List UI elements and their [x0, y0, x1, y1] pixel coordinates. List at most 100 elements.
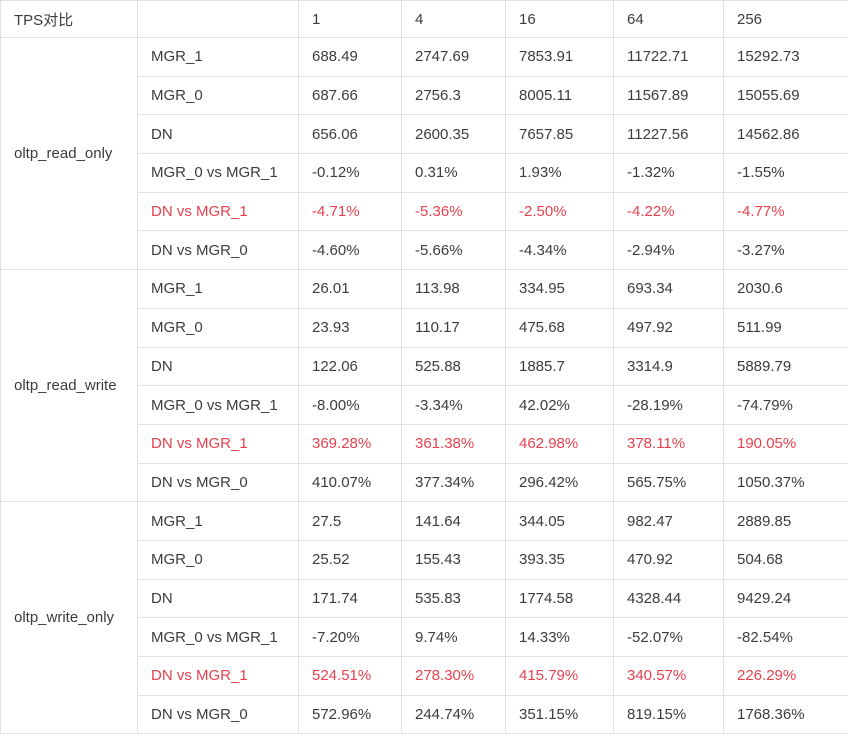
value-cell: 393.35	[505, 539, 614, 580]
value-cell: 565.75%	[613, 462, 724, 503]
row-label: DN	[137, 346, 299, 387]
value-cell: 982.47	[613, 501, 724, 541]
row-label: DN vs MGR_1	[137, 191, 299, 232]
value-cell: -2.50%	[505, 191, 614, 232]
section-oltp-read-write: oltp_read_write MGR_1 26.01 113.98 334.9…	[0, 269, 848, 503]
value-cell: 7657.85	[505, 114, 614, 155]
tps-comparison-table: TPS对比 1 4 16 64 256 oltp_read_only MGR_1…	[0, 0, 848, 735]
value-cell: 25.52	[298, 539, 402, 580]
value-cell: -1.55%	[723, 153, 848, 193]
value-cell: 2889.85	[723, 501, 848, 541]
value-cell: 296.42%	[505, 462, 614, 503]
value-cell: 415.79%	[505, 656, 614, 696]
value-cell: -1.32%	[613, 153, 724, 193]
value-cell: 7853.91	[505, 37, 614, 77]
col-header-threads-256: 256	[723, 0, 848, 38]
table-row: MGR_0 687.66 2756.3 8005.11 11567.89 150…	[1, 75, 848, 116]
value-cell: -4.22%	[613, 191, 724, 232]
row-label: DN vs MGR_0	[137, 694, 299, 735]
value-cell: 11567.89	[613, 75, 724, 116]
value-cell: 334.95	[505, 269, 614, 309]
row-label: DN vs MGR_0	[137, 230, 299, 271]
row-label: MGR_0	[137, 307, 299, 348]
value-cell: 113.98	[401, 269, 506, 309]
table-row: MGR_0 25.52 155.43 393.35 470.92 504.68	[1, 539, 848, 580]
col-header-threads-64: 64	[613, 0, 724, 38]
col-header-threads-16: 16	[505, 0, 614, 38]
value-cell: 1885.7	[505, 346, 614, 387]
table-row: DN vs MGR_0 -4.60% -5.66% -4.34% -2.94% …	[1, 230, 848, 271]
value-cell: 475.68	[505, 307, 614, 348]
row-label: MGR_0 vs MGR_1	[137, 153, 299, 193]
row-label: MGR_0 vs MGR_1	[137, 385, 299, 425]
row-label: MGR_0	[137, 539, 299, 580]
value-cell: -4.60%	[298, 230, 402, 271]
table-row-highlight-red: DN vs MGR_1 -4.71% -5.36% -2.50% -4.22% …	[1, 191, 848, 232]
section-label: oltp_read_only	[0, 36, 138, 271]
value-cell: 1050.37%	[723, 462, 848, 503]
value-cell: 377.34%	[401, 462, 506, 503]
value-cell: 9429.24	[723, 578, 848, 619]
value-cell: 26.01	[298, 269, 402, 309]
value-cell: 3314.9	[613, 346, 724, 387]
value-cell: 0.31%	[401, 153, 506, 193]
section-label: oltp_write_only	[0, 501, 138, 735]
value-cell: -4.77%	[723, 191, 848, 232]
value-cell: 369.28%	[298, 423, 402, 464]
value-cell: 171.74	[298, 578, 402, 619]
value-cell: 11227.56	[613, 114, 724, 155]
value-cell: 410.07%	[298, 462, 402, 503]
section-label: oltp_read_write	[0, 269, 138, 503]
value-cell: 511.99	[723, 307, 848, 348]
row-label: DN vs MGR_1	[137, 423, 299, 464]
value-cell: 462.98%	[505, 423, 614, 464]
value-cell: -52.07%	[613, 617, 724, 657]
value-cell: -5.66%	[401, 230, 506, 271]
row-label: MGR_1	[137, 37, 299, 77]
value-cell: 524.51%	[298, 656, 402, 696]
value-cell: 2030.6	[723, 269, 848, 309]
value-cell: 42.02%	[505, 385, 614, 425]
value-cell: 155.43	[401, 539, 506, 580]
value-cell: 497.92	[613, 307, 724, 348]
value-cell: 693.34	[613, 269, 724, 309]
value-cell: 2756.3	[401, 75, 506, 116]
value-cell: 8005.11	[505, 75, 614, 116]
col-header-threads-4: 4	[401, 0, 506, 38]
value-cell: 110.17	[401, 307, 506, 348]
value-cell: 1.93%	[505, 153, 614, 193]
value-cell: 470.92	[613, 539, 724, 580]
value-cell: -82.54%	[723, 617, 848, 657]
value-cell: 190.05%	[723, 423, 848, 464]
value-cell: 14.33%	[505, 617, 614, 657]
table-row: oltp_write_only MGR_1 27.5 141.64 344.05…	[0, 501, 848, 735]
table-row: MGR_0 23.93 110.17 475.68 497.92 511.99	[1, 307, 848, 348]
value-cell: -0.12%	[298, 153, 402, 193]
value-cell: 1774.58	[505, 578, 614, 619]
value-cell: -7.20%	[298, 617, 402, 657]
value-cell: 11722.71	[613, 37, 724, 77]
header-row: TPS对比 1 4 16 64 256	[0, 0, 848, 38]
value-cell: 141.64	[401, 501, 506, 541]
row-label: MGR_1	[137, 269, 299, 309]
value-cell: 15055.69	[723, 75, 848, 116]
value-cell: 27.5	[298, 501, 402, 541]
value-cell: 278.30%	[401, 656, 506, 696]
value-cell: -3.34%	[401, 385, 506, 425]
table-row-highlight-red: DN vs MGR_1 524.51% 278.30% 415.79% 340.…	[1, 656, 848, 696]
table-row: DN 171.74 535.83 1774.58 4328.44 9429.24	[1, 578, 848, 619]
value-cell: -74.79%	[723, 385, 848, 425]
table-row-highlight-red: DN vs MGR_1 369.28% 361.38% 462.98% 378.…	[1, 423, 848, 464]
row-label: MGR_0 vs MGR_1	[137, 617, 299, 657]
value-cell: 15292.73	[723, 37, 848, 77]
value-cell: 2600.35	[401, 114, 506, 155]
row-label: MGR_1	[137, 501, 299, 541]
value-cell: -8.00%	[298, 385, 402, 425]
value-cell: -4.71%	[298, 191, 402, 232]
value-cell: 9.74%	[401, 617, 506, 657]
row-label: DN	[137, 114, 299, 155]
row-label: DN	[137, 578, 299, 619]
value-cell: 340.57%	[613, 656, 724, 696]
value-cell: 378.11%	[613, 423, 724, 464]
table-row: MGR_0 vs MGR_1 -7.20% 9.74% 14.33% -52.0…	[1, 617, 848, 657]
